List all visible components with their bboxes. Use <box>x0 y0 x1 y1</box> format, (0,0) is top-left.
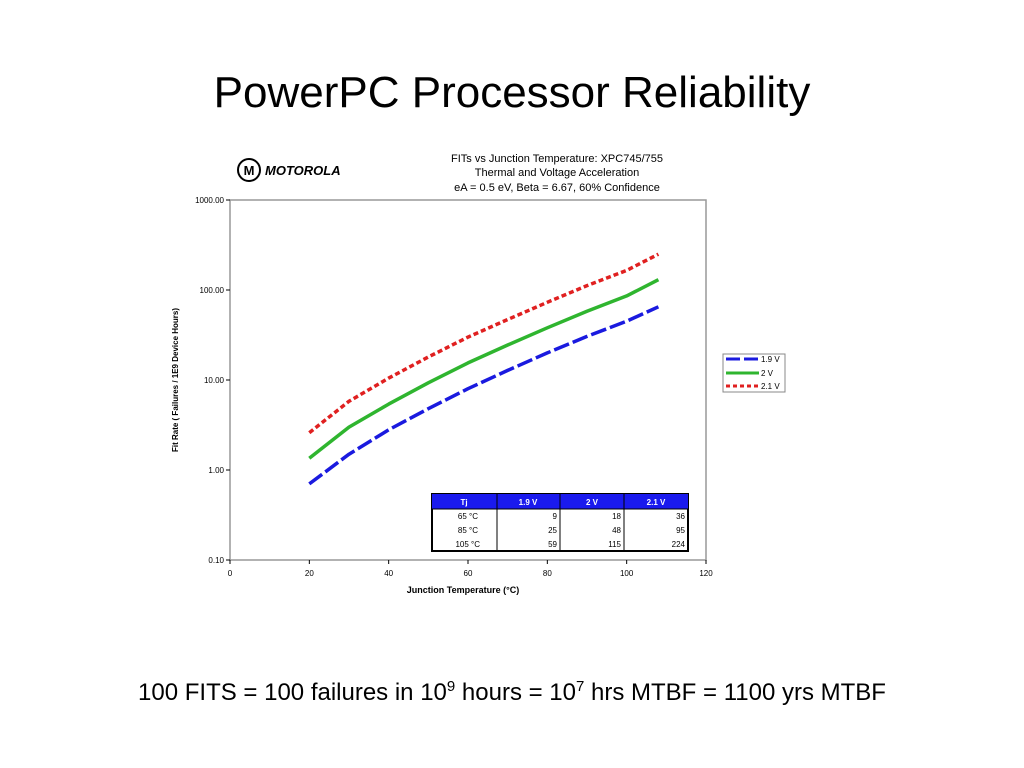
chart-title: FITs vs Junction Temperature: XPC745/755… <box>451 153 663 194</box>
x-tick-label: 40 <box>384 569 393 578</box>
series-layer <box>308 252 660 486</box>
x-tick-label: 100 <box>620 569 634 578</box>
fit-table-header-tj: Tj <box>460 498 467 507</box>
chart-title-line-2: Thermal and Voltage Acceleration <box>475 167 640 179</box>
fit-table-cell: 25 <box>548 526 557 535</box>
x-tick-label: 80 <box>543 569 552 578</box>
slide-title: PowerPC Processor Reliability <box>213 68 811 117</box>
fit-table-cell: 48 <box>612 526 621 535</box>
footnote-part-2: hours = 10 <box>455 679 576 706</box>
y-tick-label: 1.00 <box>208 466 224 475</box>
footnote-exponent-1: 9 <box>446 678 456 695</box>
motorola-logo: M MOTOROLA <box>237 158 341 182</box>
x-axis-label: Junction Temperature (°C) <box>407 585 519 595</box>
series-line-1-9-v <box>308 305 660 486</box>
footnote-part-1: 100 FITS = 100 failures in 10 <box>138 679 447 706</box>
chart-title-line-3: eA = 0.5 eV, Beta = 6.67, 60% Confidence <box>454 182 660 194</box>
motorola-logo-text: MOTOROLA <box>265 163 341 178</box>
x-tick-label: 120 <box>699 569 713 578</box>
motorola-logo-mark: M <box>244 163 255 178</box>
mtbf-footnote: 100 FITS = 100 failures in 109 hours = 1… <box>0 678 1024 707</box>
reliability-chart: M MOTOROLA FITs vs Junction Temperature:… <box>171 153 786 595</box>
motorola-logo-icon <box>237 158 261 182</box>
x-tick-label: 20 <box>305 569 314 578</box>
fit-table: Tj 1.9 V 2 V 2.1 V 65 °C 9 18 36 85 °C 2… <box>431 493 689 552</box>
y-axis-label: Fit Rate ( Failures / 1E9 Device Hours) <box>171 308 180 452</box>
fit-table-cell: 85 °C <box>458 526 478 535</box>
legend-label-2v: 2 V <box>761 369 774 378</box>
footnote-exponent-2: 7 <box>576 678 585 695</box>
chart-title-line-1: FITs vs Junction Temperature: XPC745/755 <box>451 153 663 165</box>
legend-label-1-9v: 1.9 V <box>761 355 780 364</box>
x-axis: 0 20 40 60 80 100 120 <box>228 560 713 578</box>
fit-table-header-1-9v: 1.9 V <box>519 498 538 507</box>
y-tick-label: 100.00 <box>200 286 225 295</box>
fit-table-cell: 105 °C <box>455 540 480 549</box>
legend: 1.9 V 2 V 2.1 V <box>722 353 786 393</box>
fit-table-cell: 115 <box>608 540 621 549</box>
footnote-part-3: hrs MTBF = 1100 yrs MTBF <box>584 679 886 706</box>
x-tick-label: 60 <box>464 569 473 578</box>
fit-table-cell: 224 <box>672 540 686 549</box>
series-line-2-1-v <box>308 252 660 435</box>
series-line-2-v <box>308 278 660 460</box>
y-tick-label: 0.10 <box>208 556 224 565</box>
fit-table-cell: 36 <box>676 512 685 521</box>
y-tick-label: 10.00 <box>204 376 225 385</box>
fit-table-cell: 9 <box>553 512 558 521</box>
y-axis: 0.10 1.00 10.00 100.00 1000.00 <box>195 196 230 565</box>
legend-label-2-1v: 2.1 V <box>761 382 780 391</box>
fit-table-header-2-1v: 2.1 V <box>647 498 666 507</box>
x-tick-label: 0 <box>228 569 233 578</box>
fit-table-cell: 18 <box>612 512 621 521</box>
fit-table-cell: 59 <box>548 540 557 549</box>
fit-table-cell: 65 °C <box>458 512 478 521</box>
y-tick-label: 1000.00 <box>195 196 224 205</box>
fit-table-header-2v: 2 V <box>586 498 599 507</box>
fit-table-cell: 95 <box>676 526 685 535</box>
